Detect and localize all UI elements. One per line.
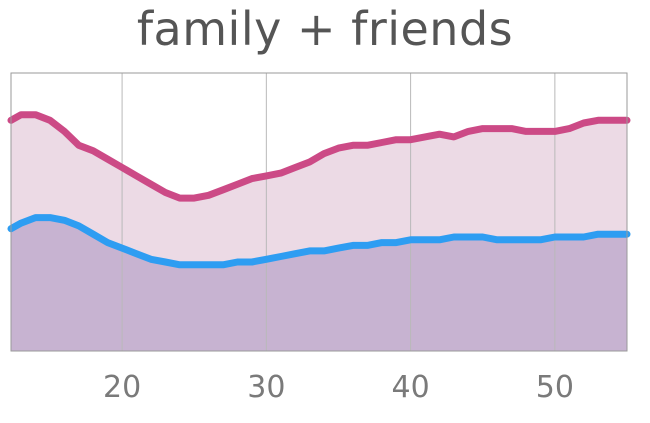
chart-title: family + friends xyxy=(136,2,514,56)
area-fills xyxy=(11,114,627,351)
x-tick-label-50: 50 xyxy=(536,370,574,405)
grid-lines xyxy=(121,73,556,351)
x-tick-label-40: 40 xyxy=(392,370,430,405)
plot-frame xyxy=(10,72,628,352)
series-lines xyxy=(7,111,631,269)
x-tick-label-20: 20 xyxy=(103,370,141,405)
lower-area-fill xyxy=(11,217,627,351)
x-axis-tick-labels: 20 30 40 50 xyxy=(103,370,574,405)
lower-series-line xyxy=(7,214,631,269)
upper-series-line xyxy=(7,111,631,202)
upper-area-fill xyxy=(11,114,627,265)
x-tick-label-30: 30 xyxy=(247,370,285,405)
